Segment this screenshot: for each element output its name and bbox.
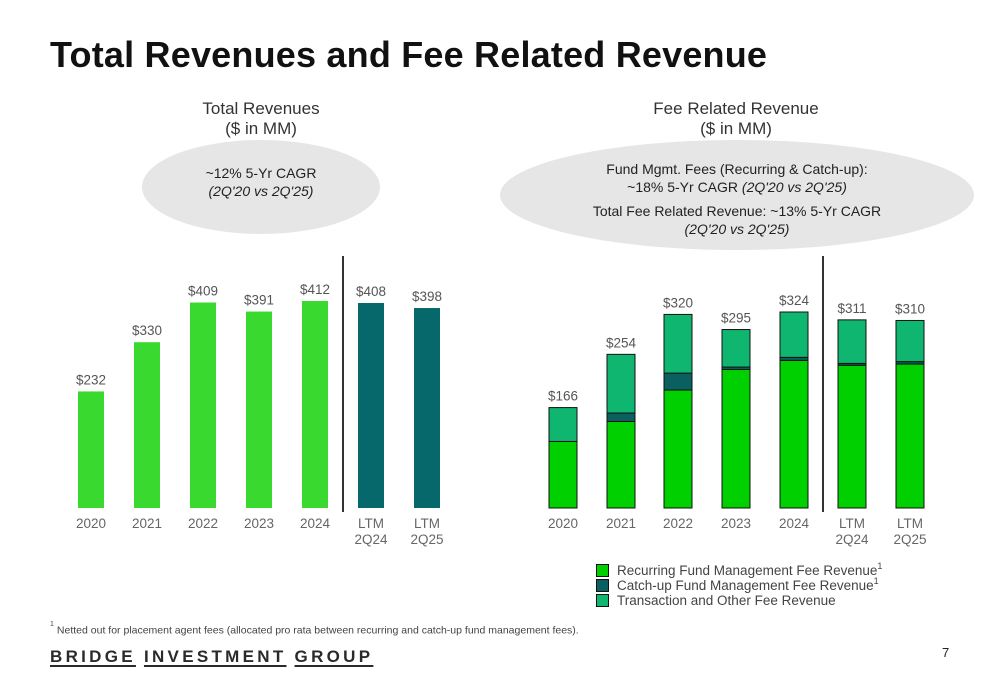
fee-revenue-legend: Recurring Fund Management Fee Revenue 1 C… [596,560,883,608]
catchup-fee-bar-segment [663,372,693,391]
fund-mgmt-fees-cagr-label: Fund Mgmt. Fees (Recurring & Catch-up): [606,161,868,177]
fee-revenue-data-label: $311 [837,301,866,316]
total-revenue-bar [414,308,440,508]
total-revenue-bar [78,391,104,508]
recurring-fee-bar-segment [721,368,751,509]
legend-footnote-marker: 1 [877,560,883,571]
fee-revenue-data-label: $254 [606,335,637,350]
total-revenue-data-label: $412 [300,282,330,297]
fee-revenue-tick-label: 2Q25 [893,532,926,547]
page-title: Total Revenues and Fee Related Revenue [50,34,768,75]
total-revenue-bar [302,301,328,508]
transaction-fee-bar-segment [663,313,693,374]
fee-revenue-data-label: $166 [548,389,578,404]
page-number: 7 [942,645,950,660]
total-revenue-bar [134,342,160,508]
total-revenue-data-label: $232 [76,372,106,387]
legend-item-transaction: Transaction and Other Fee Revenue [596,593,882,608]
footnote: 1 Netted out for placement agent fees (al… [50,621,579,637]
bridge-investment-group-logo: BRIDGE INVESTMENT GROUP [50,647,374,666]
fee-revenue-tick-label: 2023 [721,516,751,531]
transaction-fee-bar-segment [606,353,636,414]
fee-revenue-tick-label: 2024 [779,516,810,531]
footnote-text: Netted out for placement agent fees (all… [56,624,579,637]
fund-mgmt-fees-cagr-period: (2Q'20 vs 2Q'25) [741,179,847,195]
total-revenue-data-label: $398 [412,289,442,304]
fee-revenue-data-label: $310 [895,301,925,316]
recurring-fee-bar-segment [606,420,636,509]
fee-revenue-tick-label: 2020 [548,516,578,531]
fee-revenue-tick-label: LTM [897,516,923,531]
fee-related-cagr-text: Fund Mgmt. Fees (Recurring & Catch-up): … [500,160,974,238]
total-revenues-cagr-value: ~12% 5-Yr CAGR [205,165,317,181]
total-revenues-cagr-oval [142,140,380,234]
total-revenue-data-label: $408 [356,284,386,299]
fee-related-revenue-heading-title: Fee Related Revenue [653,99,819,118]
transaction-fee-bar-segment [548,407,578,442]
legend-item-recurring: Recurring Fund Management Fee Revenue 1 [596,560,883,578]
fee-revenue-tick-label: 2022 [663,516,693,531]
total-revenue-bar [358,303,384,508]
fee-related-revenue-heading: Fee Related Revenue ($ in MM) [600,99,872,139]
transaction-fee-bar-segment [895,319,925,363]
total-revenue-data-label: $409 [188,284,218,299]
legend-label-transaction: Transaction and Other Fee Revenue [617,593,836,608]
footnote-marker: 1 [50,621,54,628]
total-revenue-tick-label: LTM [414,516,440,531]
fee-related-revenue-heading-units: ($ in MM) [700,119,772,138]
legend-swatch-catchup [596,579,609,592]
legend-label-catchup: Catch-up Fund Management Fee Revenue [617,578,874,593]
fund-mgmt-fees-cagr-value: ~18% 5-Yr CAGR [627,179,742,195]
recurring-fee-bar-segment [548,440,578,509]
total-revenue-tick-label: 2020 [76,516,106,531]
fee-revenue-tick-label: LTM [839,516,865,531]
fee-revenue-data-label: $295 [721,311,751,326]
legend-item-catchup: Catch-up Fund Management Fee Revenue 1 [596,575,882,593]
total-fee-related-cagr-period: (2Q'20 vs 2Q'25) [684,221,790,237]
legend-footnote-marker: 1 [873,575,879,586]
legend-label-recurring: Recurring Fund Management Fee Revenue [617,563,878,578]
total-revenues-cagr-period: (2Q'20 vs 2Q'25) [208,183,314,199]
recurring-fee-bar-segment [895,363,925,509]
fee-revenue-data-label: $320 [663,295,693,310]
total-revenue-tick-label: 2022 [188,516,218,531]
fee-revenue-tick-label: 2Q24 [835,532,869,547]
total-revenues-heading-title: Total Revenues [202,99,320,118]
legend-swatch-recurring [596,564,609,577]
total-revenue-tick-label: 2Q25 [410,532,443,547]
catchup-fee-bar-segment [606,412,636,422]
total-revenues-cagr-text: ~12% 5-Yr CAGR (2Q'20 vs 2Q'25) [142,164,380,200]
total-revenue-tick-label: LTM [358,516,384,531]
total-revenue-bar [246,311,272,508]
fee-revenue-data-label: $324 [779,293,810,308]
total-revenue-tick-label: 2Q24 [354,532,388,547]
transaction-fee-bar-segment [837,319,867,364]
legend-swatch-transaction [596,594,609,607]
total-revenue-tick-label: 2021 [132,516,162,531]
total-revenue-tick-label: 2024 [300,516,331,531]
transaction-fee-bar-segment [721,329,751,368]
total-revenue-bar [190,302,216,508]
total-revenue-data-label: $330 [132,323,162,338]
fee-related-cagr-oval [500,140,974,250]
recurring-fee-bar-segment [663,389,693,509]
total-revenue-data-label: $391 [244,293,274,308]
total-revenues-heading-units: ($ in MM) [225,119,297,138]
recurring-fee-bar-segment [779,359,809,509]
fee-revenue-tick-label: 2021 [606,516,636,531]
total-revenues-heading: Total Revenues ($ in MM) [160,99,362,139]
total-revenue-tick-label: 2023 [244,516,274,531]
total-fee-related-cagr-value: Total Fee Related Revenue: ~13% 5-Yr CAG… [592,203,882,219]
transaction-fee-bar-segment [779,311,809,358]
recurring-fee-bar-segment [837,364,867,509]
